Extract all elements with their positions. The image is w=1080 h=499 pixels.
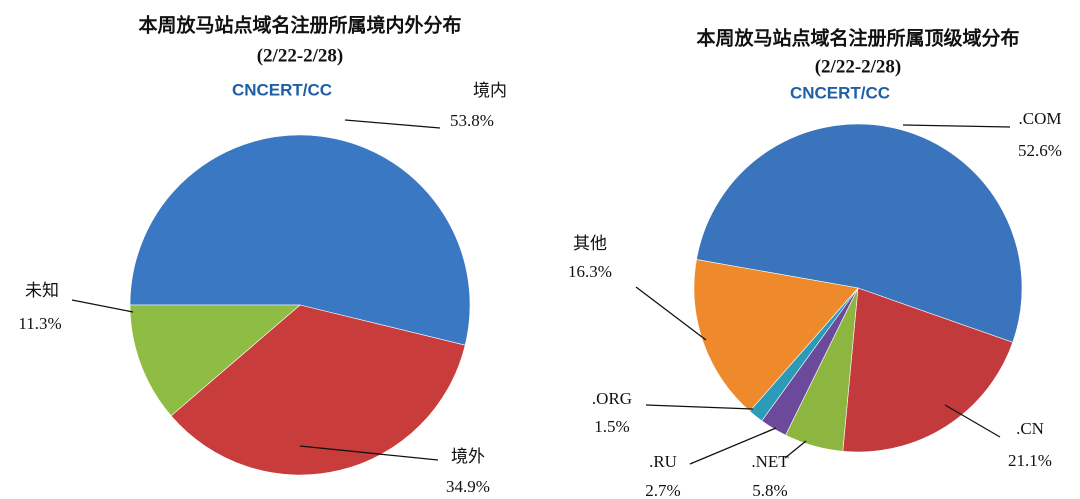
chart-title: 本周放马站点域名注册所属境内外分布 [138,13,461,36]
chart-title: 本周放马站点域名注册所属顶级域分布 [696,26,1019,49]
pie-slice [170,304,466,476]
leader-line [635,286,707,341]
slice-value-label: 5.8% [752,481,787,499]
slice-label: .COM [1019,109,1062,128]
leader-line [784,440,807,459]
leader-line [944,404,1001,438]
slice-label: 境外 [451,447,485,466]
leader-line [689,427,777,465]
leader-line [71,299,134,313]
slice-label: .ORG [592,389,632,408]
slice-value-label: 16.3% [568,262,612,281]
leader-line [299,445,439,461]
leader-line [344,119,441,129]
slice-label: .NET [751,452,789,471]
slice-value-label: 11.3% [18,314,61,333]
pie-slice [696,123,1023,343]
slice-label: .RU [649,452,677,471]
slice-label: 未知 [25,281,59,300]
slice-label: 境内 [473,81,507,100]
chart-subtitle: (2/22-2/28) [257,45,344,66]
slice-value-label: 34.9% [446,477,490,496]
slice-value-label: 1.5% [594,417,629,436]
logo: CNCERT/CC [790,83,890,102]
pie-slice [129,134,471,346]
slice-value-label: 2.7% [645,481,680,499]
slice-label: 其他 [573,234,607,253]
logo: CNCERT/CC [232,80,332,99]
slice-label: .CN [1016,419,1044,438]
slice-value-label: 21.1% [1008,451,1052,470]
slice-value-label: 52.6% [1018,141,1062,160]
leader-line [902,124,1011,128]
slice-value-label: 53.8% [450,111,494,130]
pie-slice [842,287,1014,453]
pie-slice [693,259,859,412]
chart-subtitle: (2/22-2/28) [815,56,902,77]
leader-line [645,404,754,410]
